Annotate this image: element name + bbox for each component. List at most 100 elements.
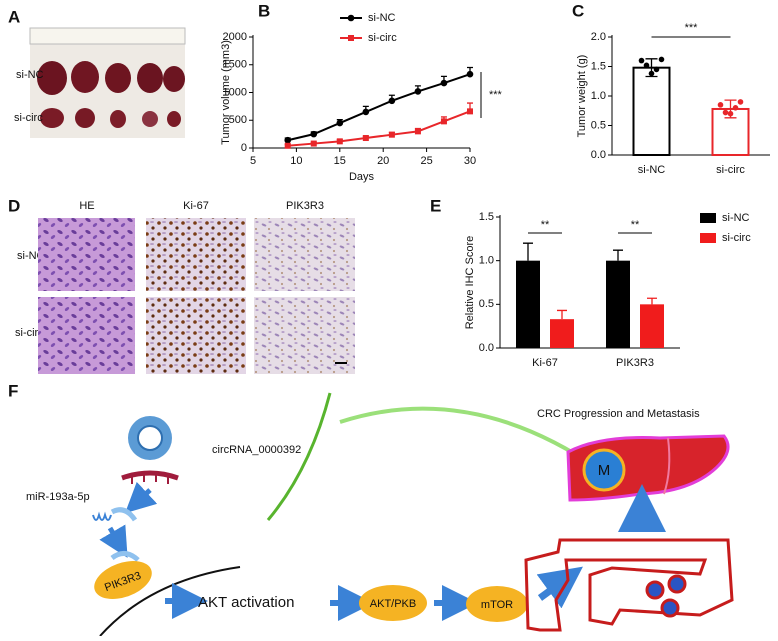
y-tick-label: 1500: [223, 59, 247, 71]
column-label: HE: [79, 200, 94, 212]
error-bar: [613, 249, 623, 261]
panel-label: D: [8, 196, 20, 215]
y-tick-label: 1.5: [591, 60, 606, 72]
outcome-label: CRC Progression and Metastasis: [537, 408, 700, 420]
error-bar: [647, 297, 657, 305]
marker: [362, 108, 370, 116]
x-tick-label: si-circ: [716, 164, 745, 176]
tumor-photo: [29, 27, 186, 138]
error-bar: [523, 242, 533, 261]
legend-label: si-NC: [368, 12, 396, 24]
marker: [310, 140, 317, 147]
row-label: si-NC: [17, 250, 45, 262]
y-tick-label: 0.5: [479, 298, 494, 310]
x-tick-label: 10: [290, 155, 302, 167]
marker: [440, 79, 448, 87]
annotation: **: [541, 219, 550, 231]
annotation: ***: [685, 22, 699, 34]
panel-label: E: [430, 196, 441, 215]
y-tick-label: 1000: [223, 86, 247, 98]
node-label: miR-193a-5p: [26, 491, 90, 503]
x-tick-label: 20: [377, 155, 389, 167]
y-tick-label: 500: [229, 114, 247, 126]
marker: [466, 70, 474, 78]
y-tick-label: 2.0: [591, 31, 606, 43]
point: [658, 56, 665, 63]
y-axis-label: Tumor weight (g): [576, 55, 588, 138]
panel-label: A: [8, 7, 20, 26]
column-label: Ki-67: [183, 200, 209, 212]
marker: [284, 136, 292, 144]
bar: [516, 260, 540, 348]
error-bar: [557, 309, 567, 320]
panel-label: B: [258, 1, 270, 20]
point: [643, 62, 650, 69]
y-tick-label: 0.5: [591, 119, 606, 131]
marker: [440, 118, 447, 125]
y-tick-label: 0.0: [591, 149, 606, 161]
marker: [388, 131, 395, 138]
x-tick-label: Ki-67: [532, 357, 558, 369]
node-label: AKT/PKB: [370, 598, 416, 610]
x-tick-label: 15: [334, 155, 346, 167]
point: [737, 99, 744, 105]
y-axis-label: Tumor volume (mm3): [220, 40, 232, 145]
y-axis-label: Relative IHC Score: [464, 236, 476, 330]
marker: [336, 138, 343, 145]
legend-label: si-circ: [722, 232, 751, 244]
ihc-images: [38, 218, 355, 374]
point: [653, 66, 660, 73]
marker: [284, 142, 291, 149]
bar: [606, 260, 630, 348]
legend-marker: [347, 14, 355, 22]
annotation: ***: [489, 89, 503, 101]
legend-marker: [348, 35, 354, 41]
point: [717, 102, 724, 108]
x-axis-label: Days: [349, 171, 375, 183]
marker: [467, 108, 473, 115]
legend-label: si-circ: [368, 32, 397, 44]
line: [287, 73, 471, 142]
y-tick-label: 2000: [223, 31, 247, 43]
x-tick-label: 5: [250, 155, 256, 167]
node-label: circRNA_0000392: [212, 444, 301, 456]
annotation: **: [631, 219, 640, 231]
point: [722, 109, 729, 116]
x-tick-label: 30: [464, 155, 476, 167]
row-label: si-circ: [14, 112, 43, 124]
y-tick-label: 1.0: [479, 255, 494, 267]
y-tick-label: 1.5: [479, 211, 494, 223]
bar: [632, 66, 671, 156]
panel-label: C: [572, 1, 584, 20]
point: [638, 57, 645, 64]
marker: [414, 128, 421, 135]
error-bar: [724, 99, 737, 109]
node-label: mTOR: [481, 599, 513, 611]
marker: [388, 97, 396, 105]
column-label: PIK3R3: [286, 200, 324, 212]
x-tick-label: 25: [420, 155, 432, 167]
bar: [711, 107, 750, 157]
bar: [640, 304, 664, 348]
x-tick-label: si-NC: [638, 164, 666, 176]
point: [727, 110, 734, 117]
panel-label: F: [8, 381, 18, 400]
row-label: si-circ: [15, 327, 44, 339]
x-tick-label: PIK3R3: [616, 357, 654, 369]
metastasis-label: M: [598, 462, 611, 479]
line: [287, 110, 471, 147]
legend-swatch: [700, 233, 716, 243]
bar: [550, 319, 574, 348]
marker: [336, 119, 344, 127]
marker: [414, 88, 422, 95]
pathway-diagram: [92, 392, 734, 637]
row-label: si-NC: [16, 69, 44, 81]
marker: [310, 130, 318, 138]
point: [732, 105, 739, 111]
legend-label: si-NC: [722, 212, 750, 224]
y-tick-label: 0.0: [479, 342, 494, 354]
legend-swatch: [700, 213, 716, 223]
error-bar: [645, 58, 658, 68]
y-tick-label: 1.0: [591, 90, 606, 102]
